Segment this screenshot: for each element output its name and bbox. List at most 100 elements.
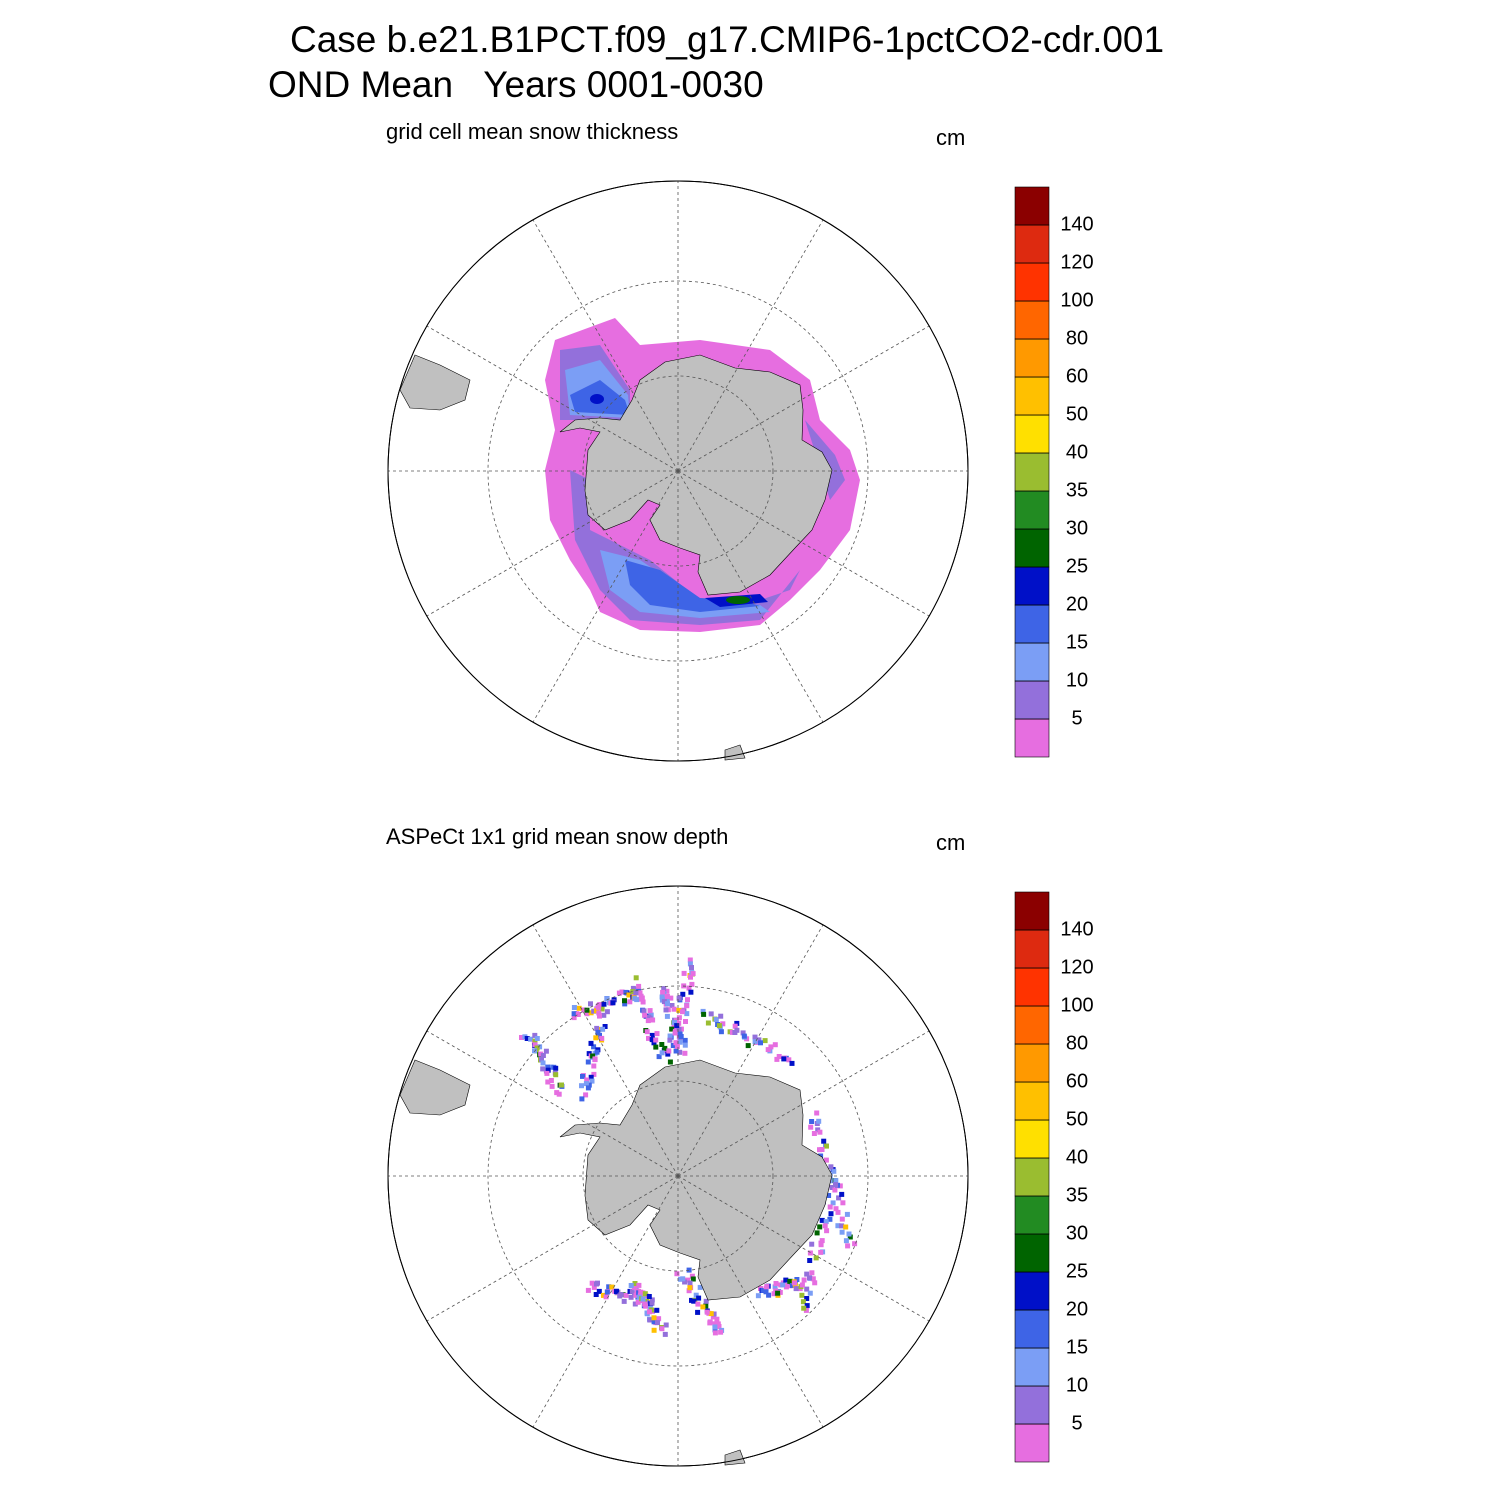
observation-cell <box>718 1013 724 1019</box>
observation-cell <box>532 1048 537 1054</box>
observation-cell <box>804 1303 810 1309</box>
observation-cell <box>664 988 670 994</box>
observation-cell <box>651 1319 657 1325</box>
meridian-line <box>677 1030 930 1177</box>
observation-cell <box>845 1243 851 1249</box>
observation-cell <box>674 1043 680 1049</box>
observation-cell <box>616 990 622 996</box>
observation-cell <box>635 1299 641 1305</box>
observation-cell <box>809 1119 815 1124</box>
colorbar-label: 30 <box>1066 517 1088 539</box>
observation-cell <box>712 1324 718 1330</box>
observation-cell <box>589 1078 595 1084</box>
observation-cell <box>696 1295 702 1301</box>
observation-cell <box>839 1216 845 1222</box>
observation-cell <box>662 1331 668 1337</box>
observation-cell <box>826 1193 832 1198</box>
observation-cell <box>594 1281 599 1287</box>
title-line: OND Mean Years 0001-0030 <box>268 64 764 105</box>
observation-cell <box>594 1025 600 1031</box>
observation-cell <box>703 1303 709 1309</box>
observation-cell <box>828 1211 834 1217</box>
observation-cell <box>632 1281 638 1286</box>
observation-cell <box>689 981 695 987</box>
meridian-line <box>677 470 930 617</box>
observation-cell <box>543 1048 549 1054</box>
observation-cell <box>581 1007 587 1013</box>
observation-cell <box>604 1009 610 1015</box>
observation-cell <box>835 1209 841 1215</box>
antarctica <box>559 354 833 596</box>
observation-cell <box>800 1299 806 1305</box>
observation-cell <box>712 1321 718 1327</box>
observation-cell <box>579 1096 585 1102</box>
observation-cell <box>626 992 632 998</box>
sea-ice <box>560 345 845 625</box>
observation-cell <box>654 1031 660 1037</box>
observation-cell <box>682 1050 688 1056</box>
meridian-line <box>677 470 824 723</box>
observation-cell <box>677 1039 683 1045</box>
observation-cell <box>817 1129 823 1135</box>
observation-cell <box>640 999 646 1005</box>
colorbar-label: 25 <box>1066 555 1088 577</box>
observation-cell <box>836 1195 842 1201</box>
observation-cell <box>528 1036 534 1042</box>
observation-cell <box>588 1040 594 1046</box>
colorbar-label: 5 <box>1071 1412 1082 1434</box>
colorbar-label: 100 <box>1060 289 1093 311</box>
colorbar-label: 60 <box>1066 365 1088 387</box>
colorbar-box <box>1014 300 1050 340</box>
colorbar-label: 50 <box>1066 403 1088 425</box>
observation-cell <box>594 1049 600 1055</box>
observation-cell <box>649 1300 655 1306</box>
observation-cell <box>824 1143 829 1149</box>
observation-cell <box>711 1311 717 1317</box>
observation-cell <box>583 1081 589 1087</box>
observation-cell <box>659 1050 665 1056</box>
observation-cell <box>787 1278 793 1284</box>
observation-cell <box>700 1304 706 1310</box>
observation-cell <box>840 1200 846 1206</box>
observation-cell <box>676 1015 682 1021</box>
observation-cell <box>708 1311 714 1317</box>
observation-cell <box>765 1047 771 1053</box>
observation-cell <box>676 1007 682 1013</box>
observation-cell <box>799 1292 805 1298</box>
sea-ice <box>590 394 604 404</box>
observation-cell <box>823 1219 829 1225</box>
observation-cell <box>768 1044 774 1050</box>
observation-cell <box>708 1011 714 1017</box>
map-panel: ASPeCt 1x1 grid mean snow depth cm 5 10 15 20… <box>386 824 1094 1467</box>
observation-cell <box>804 1286 810 1292</box>
observation-cell <box>627 999 633 1005</box>
observation-cell <box>664 993 670 999</box>
colorbar-label: 80 <box>1066 327 1088 349</box>
observation-cell <box>814 1110 820 1116</box>
observation-cell <box>532 1038 538 1044</box>
meridian-line <box>426 325 679 472</box>
observation-cell <box>773 1281 779 1286</box>
observation-cell <box>707 1320 713 1326</box>
observation-cell <box>804 1271 810 1277</box>
colorbar-label: 35 <box>1066 1184 1088 1206</box>
colorbar-label: 120 <box>1060 956 1093 978</box>
observation-cell <box>601 1292 606 1298</box>
colorbar-box <box>1014 1195 1050 1235</box>
colorbar-box <box>1014 1385 1050 1425</box>
observation-cell <box>843 1224 849 1230</box>
observation-cell <box>553 1065 559 1071</box>
observation-cell <box>654 1307 660 1313</box>
observation-cell <box>685 997 690 1003</box>
observation-cell <box>682 1042 688 1048</box>
observation-cell <box>653 1037 659 1043</box>
observation-cell <box>664 997 670 1003</box>
observation-cell <box>732 1030 738 1035</box>
observation-cell <box>718 1329 724 1335</box>
meridian-line <box>532 470 679 723</box>
observation-cell <box>576 1005 582 1011</box>
observation-cell <box>810 1276 816 1282</box>
observation-cell <box>740 1030 746 1036</box>
observation-cell <box>684 1011 690 1017</box>
